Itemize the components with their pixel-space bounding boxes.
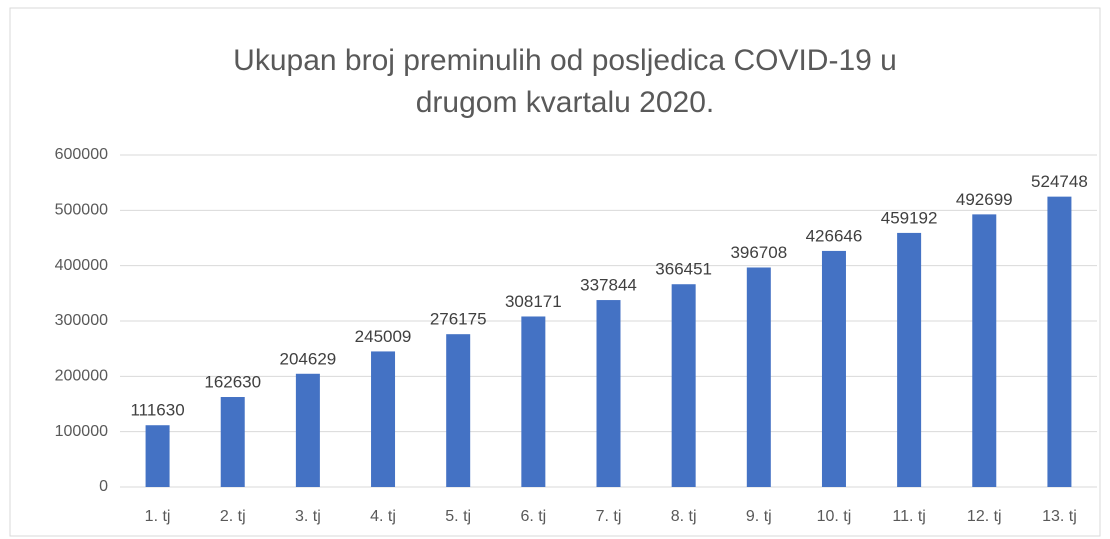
bar (220, 397, 245, 487)
data-label: 308171 (505, 292, 562, 311)
y-tick-label: 600000 (55, 146, 108, 163)
data-label: 162630 (204, 372, 261, 391)
x-tick-label: 3. tj (295, 508, 321, 525)
bar (1047, 196, 1072, 487)
bar (596, 300, 621, 487)
y-tick-label: 300000 (55, 312, 108, 329)
x-tick-label: 10. tj (817, 508, 852, 525)
bar (746, 267, 771, 487)
x-tick-label: 1. tj (145, 508, 171, 525)
chart-border (9, 7, 1101, 537)
y-tick-label: 200000 (55, 368, 108, 385)
x-tick-label: 7. tj (596, 508, 622, 525)
y-tick-label: 500000 (55, 202, 108, 219)
x-tick-label: 8. tj (671, 508, 697, 525)
x-tick-label: 4. tj (370, 508, 396, 525)
bar (371, 351, 396, 487)
data-label: 396708 (730, 243, 787, 262)
data-label: 204629 (280, 349, 337, 368)
data-label: 111630 (130, 401, 184, 420)
bar (446, 334, 471, 487)
data-label: 245009 (355, 327, 412, 346)
bar (671, 284, 696, 487)
data-label: 492699 (956, 190, 1013, 209)
x-tick-label: 6. tj (520, 508, 546, 525)
bar (821, 250, 846, 487)
x-tick-label: 5. tj (445, 508, 471, 525)
data-label: 276175 (430, 310, 487, 329)
x-tick-label: 11. tj (892, 508, 926, 525)
x-tick-label: 13. tj (1042, 508, 1077, 525)
bar (521, 316, 546, 487)
chart-title: Ukupan broj preminulih od posljedica COV… (233, 44, 897, 119)
x-tick-label: 9. tj (746, 508, 772, 525)
data-label: 366451 (655, 260, 712, 279)
bar (897, 232, 922, 487)
y-tick-label: 0 (99, 478, 108, 495)
y-tick-label: 400000 (55, 257, 108, 274)
bar (972, 214, 997, 487)
bar (295, 373, 320, 487)
data-label: 337844 (580, 276, 637, 295)
y-tick-label: 100000 (55, 423, 108, 440)
x-tick-label: 2. tj (220, 508, 246, 525)
bar (145, 425, 170, 487)
x-tick-label: 12. tj (967, 508, 1002, 525)
data-label: 524748 (1031, 172, 1088, 191)
data-label: 459192 (881, 208, 938, 227)
data-label: 426646 (806, 226, 863, 245)
